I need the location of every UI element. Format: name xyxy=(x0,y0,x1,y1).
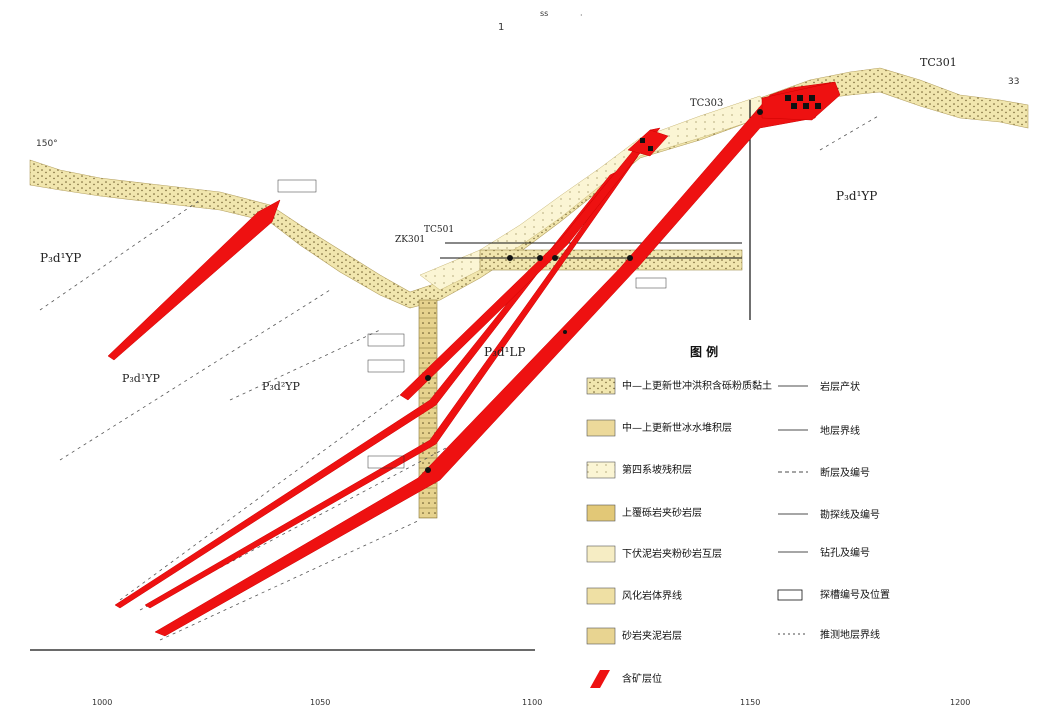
legend-right-3: 断层及编号 xyxy=(820,466,870,479)
legend-right-5: 钻孔及编号 xyxy=(820,546,870,559)
ore-bodies xyxy=(107,81,841,637)
hole-tc301-label: TC301 xyxy=(920,56,957,69)
hole-zk301-label: ZK301 xyxy=(395,235,425,245)
legend-swatch-ore xyxy=(590,670,610,688)
legend-left-5: 下伏泥岩夹粉砂岩互层 xyxy=(622,547,722,560)
hole-tc501-label: TC501 xyxy=(424,225,454,235)
legend-right-7: 推测地层界线 xyxy=(820,628,880,641)
title-mark-a: ss xyxy=(540,9,548,18)
unit-label-lower-left: P₃d¹YP xyxy=(122,372,161,385)
unit-label-center: P₃d¹LP xyxy=(484,345,525,359)
quaternary-cover-layer xyxy=(29,67,1029,309)
legend-right-2: 地层界线 xyxy=(820,424,860,437)
legend-swatch-1 xyxy=(586,377,616,395)
tan-bed xyxy=(479,249,743,271)
legend-left-8: 含矿层位 xyxy=(622,672,662,685)
unit-label-right: P₃d¹YP xyxy=(836,189,877,203)
legend: 图 例 中—上更新世冲洪积含砾粉质黏土 中—上更新世冰水堆积层 第四系坡残积层 … xyxy=(586,344,890,688)
legend-swatch-2 xyxy=(586,419,616,437)
title-mark-b: · xyxy=(580,11,583,20)
legend-swatch-6 xyxy=(586,587,616,605)
scale-ticks: 1000 1050 1100 1150 1200 xyxy=(92,698,970,707)
legend-swatch-5 xyxy=(586,545,616,563)
elevation-left-label: 150° xyxy=(36,139,58,149)
scale-tick-5: 1200 xyxy=(950,698,970,707)
legend-swatch-4 xyxy=(586,504,616,522)
legend-left-1: 中—上更新世冲洪积含砾粉质黏土 xyxy=(622,379,772,392)
legend-right-swatch-6 xyxy=(777,589,803,601)
scale-tick-3: 1100 xyxy=(522,698,542,707)
unit-label-lower-mid: P₃d²YP xyxy=(262,380,301,393)
scale-tick-1: 1000 xyxy=(92,698,112,707)
legend-swatch-3 xyxy=(586,461,616,479)
ore-body-upper-mid xyxy=(627,129,669,157)
legend-left-3: 第四系坡残积层 xyxy=(622,463,692,476)
legend-left-6: 风化岩体界线 xyxy=(622,589,682,602)
unit-label-left: P₃d¹YP xyxy=(40,251,81,265)
legend-right-6: 探槽编号及位置 xyxy=(820,588,890,601)
ore-body-thin-1 xyxy=(114,171,617,609)
legend-swatch-7 xyxy=(586,627,616,645)
legend-left-4: 上覆砾岩夹砂岩层 xyxy=(622,506,702,519)
hole-tc303-label: TC303 xyxy=(690,98,723,109)
borehole-annotations xyxy=(277,179,667,469)
right-edge-label: 33 xyxy=(1008,77,1019,87)
ore-grade-blocks xyxy=(640,95,821,151)
scale-tick-4: 1150 xyxy=(740,698,760,707)
top-mark: 1 xyxy=(498,22,504,33)
legend-right-4: 勘探线及编号 xyxy=(820,508,880,521)
scale-tick-2: 1050 xyxy=(310,698,330,707)
sample-points xyxy=(425,109,763,473)
legend-title: 图 例 xyxy=(690,344,718,359)
ore-body-left xyxy=(107,199,281,361)
legend-left-2: 中—上更新世冰水堆积层 xyxy=(622,421,732,434)
legend-left-7: 砂岩夹泥岩层 xyxy=(622,629,682,642)
legend-right-1: 岩层产状 xyxy=(820,380,860,393)
ore-body-thin-3 xyxy=(399,127,661,401)
